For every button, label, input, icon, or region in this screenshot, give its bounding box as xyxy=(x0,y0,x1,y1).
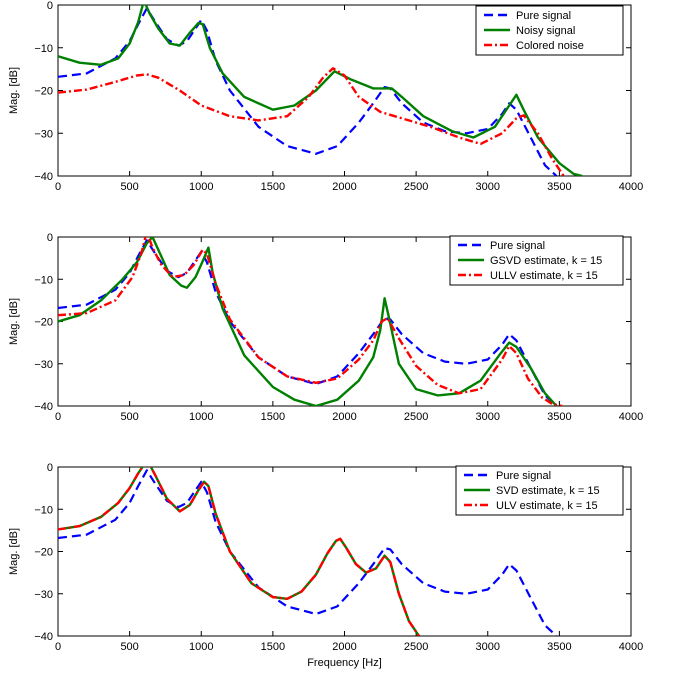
legend-entry: Pure signal xyxy=(490,240,545,252)
legend-entry: Colored noise xyxy=(516,40,584,52)
x-tick-label: 1000 xyxy=(189,181,213,193)
x-tick-label: 500 xyxy=(120,641,138,653)
x-tick-label: 1000 xyxy=(189,411,213,423)
y-tick-label: −10 xyxy=(34,274,53,286)
x-tick-label: 0 xyxy=(55,181,61,193)
x-tick-label: 4000 xyxy=(619,181,643,193)
y-tick-label: −10 xyxy=(34,504,53,516)
y-tick-label: −30 xyxy=(34,359,53,371)
x-tick-label: 4000 xyxy=(619,411,643,423)
series-line-2 xyxy=(58,237,558,406)
legend: Pure signal Noisy signal Colored noise xyxy=(475,5,624,56)
series-line-1 xyxy=(58,469,558,636)
x-tick-label: 500 xyxy=(120,411,138,423)
series-line-3 xyxy=(58,467,420,636)
y-tick-label: −30 xyxy=(34,128,53,140)
chart-panel-2: 0 500 1000 1500 2000 2500 3000 3500 4000 0 −10 −20 −… xyxy=(8,232,643,423)
legend: Pure signal GSVD estimate, k = 15 ULLV est… xyxy=(449,235,624,286)
y-tick-label: −20 xyxy=(34,86,53,98)
y-tick-label: −40 xyxy=(34,171,53,183)
x-tick-label: 3500 xyxy=(547,411,571,423)
legend-entry: Pure signal xyxy=(516,10,571,22)
y-axis-label: Mag. [dB] xyxy=(8,298,20,345)
series-line-1 xyxy=(58,239,558,406)
series-line-2 xyxy=(58,5,583,176)
y-axis-label: Mag. [dB] xyxy=(8,528,20,575)
x-tick-label: 500 xyxy=(120,181,138,193)
x-tick-label: 2500 xyxy=(404,411,428,423)
x-tick-label: 2000 xyxy=(332,641,356,653)
x-tick-label: 3000 xyxy=(476,411,500,423)
x-tick-label: 3000 xyxy=(476,181,500,193)
x-tick-label: 0 xyxy=(55,411,61,423)
y-axis-label: Mag. [dB] xyxy=(8,67,20,114)
x-tick-label: 3500 xyxy=(547,181,571,193)
x-tick-label: 3000 xyxy=(476,641,500,653)
y-tick-label: −40 xyxy=(34,631,53,643)
x-tick-label: 2000 xyxy=(332,181,356,193)
x-tick-label: 4000 xyxy=(619,641,643,653)
legend-entry: SVD estimate, k = 15 xyxy=(496,485,600,497)
legend-entry: ULV estimate, k = 15 xyxy=(496,500,598,512)
y-tick-label: 0 xyxy=(47,462,53,474)
legend-entry: GSVD estimate, k = 15 xyxy=(490,255,602,267)
x-tick-label: 1500 xyxy=(261,411,285,423)
y-tick-label: −40 xyxy=(34,401,53,413)
x-tick-label: 1000 xyxy=(189,641,213,653)
x-tick-label: 2500 xyxy=(404,181,428,193)
legend: Pure signal SVD estimate, k = 15 ULV estim… xyxy=(455,465,624,516)
y-tick-label: 0 xyxy=(47,232,53,244)
y-tick-label: −10 xyxy=(34,43,53,55)
y-tick-label: −20 xyxy=(34,547,53,559)
legend-entry: Pure signal xyxy=(496,470,551,482)
x-tick-label: 1500 xyxy=(261,181,285,193)
chart-panel-3: 0 500 1000 1500 2000 2500 3000 3500 4000 0 −10 −20 −… xyxy=(8,462,643,669)
y-tick-label: 0 xyxy=(47,0,53,12)
x-axis-label: Frequency [Hz] xyxy=(307,657,382,669)
series-line-3 xyxy=(58,237,563,406)
legend-entry: ULLV estimate, k = 15 xyxy=(490,270,598,282)
x-tick-label: 1500 xyxy=(261,641,285,653)
y-tick-label: −30 xyxy=(34,589,53,601)
x-tick-label: 2500 xyxy=(404,641,428,653)
x-tick-label: 0 xyxy=(55,641,61,653)
chart-panel-1: 0 500 1000 1500 2000 2500 3000 3500 4000 0 −10 −20 −… xyxy=(8,0,643,193)
series-line-3 xyxy=(58,67,565,176)
legend-entry: Noisy signal xyxy=(516,25,575,37)
x-tick-label: 3500 xyxy=(547,641,571,653)
x-tick-label: 2000 xyxy=(332,411,356,423)
y-tick-label: −20 xyxy=(34,317,53,329)
